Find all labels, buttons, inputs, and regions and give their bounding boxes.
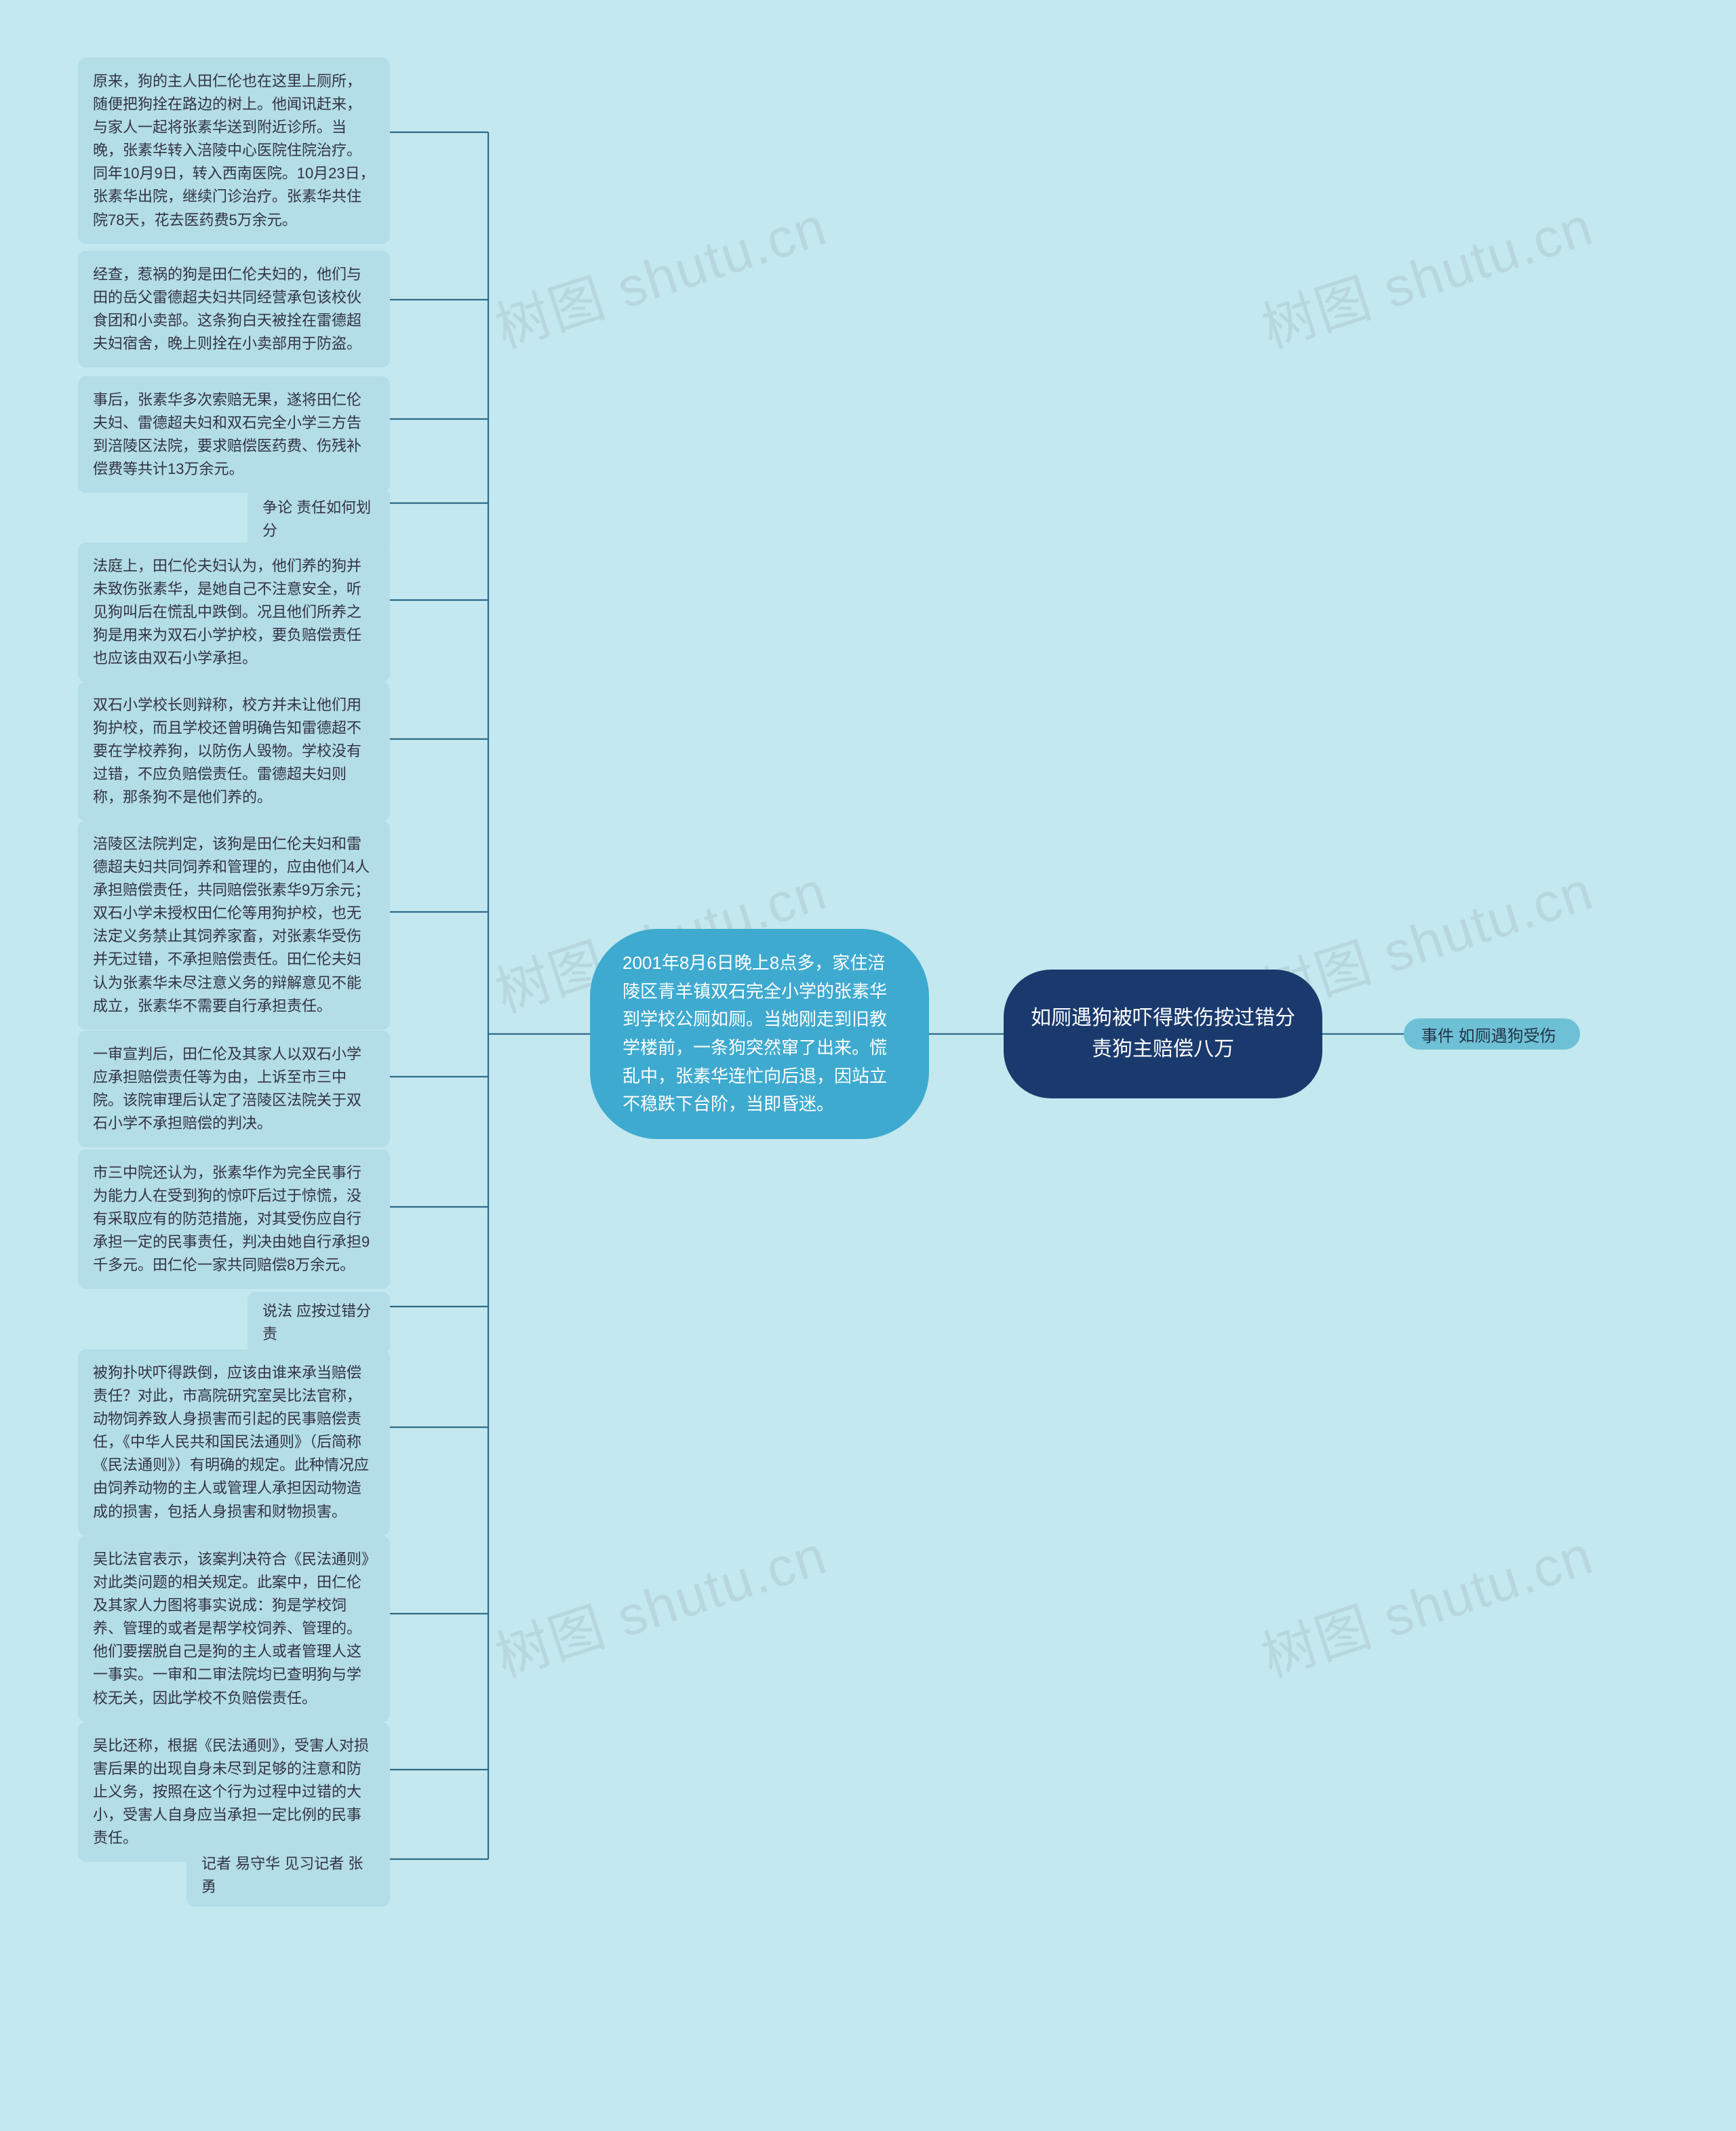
leaf-text: 涪陵区法院判定，该狗是田仁伦夫妇和雷德超夫妇共同饲养和管理的，应由他们4人承担赔… [93,835,370,1014]
right-tag-label: 事件 如厕遇狗受伤 [1421,1022,1556,1046]
leaf-text: 争论 责任如何划分 [262,499,371,539]
watermark: 树图 shutu.cn [1250,182,1602,363]
leaf-text: 事后，张素华多次索赔无果，遂将田仁伦夫妇、雷德超夫妇和双石完全小学三方告到涪陵区… [93,391,361,477]
leaf-node[interactable]: 吴比还称，根据《民法通则》，受害人对损害后果的出现自身未尽到足够的注意和防止义务… [78,1722,390,1862]
leaf-node[interactable]: 法庭上，田仁伦夫妇认为，他们养的狗并未致伤张素华，是她自己不注意安全，听见狗叫后… [78,542,390,682]
leaf-node[interactable]: 市三中院还认为，张素华作为完全民事行为能力人在受到狗的惊吓后过于惊慌，没有采取应… [78,1149,390,1289]
leaf-text: 记者 易守华 见习记者 张勇 [201,1855,363,1895]
leaf-node[interactable]: 一审宣判后，田仁伦及其家人以双石小学应承担赔偿责任等为由，上诉至市三中院。该院审… [78,1031,390,1147]
watermark: 树图 shutu.cn [484,1511,835,1692]
leaf-text: 经查，惹祸的狗是田仁伦夫妇的，他们与田的岳父雷德超夫妇共同经营承包该校伙食团和小… [93,266,361,352]
leaf-node[interactable]: 双石小学校长则辩称，校方并未让他们用狗护校，而且学校还曾明确告知雷德超不要在学校… [78,681,390,821]
leaf-text: 被狗扑吠吓得跌倒，应该由谁来承当赔偿责任？对此，市高院研究室吴比法官称，动物饲养… [93,1364,369,1520]
leaf-text: 市三中院还认为，张素华作为完全民事行为能力人在受到狗的惊吓后过于惊慌，没有采取应… [93,1164,370,1273]
leaf-node[interactable]: 原来，狗的主人田仁伦也在这里上厕所，随便把狗拴在路边的树上。他闻讯赶来，与家人一… [78,58,390,244]
leaf-text: 吴比还称，根据《民法通则》，受害人对损害后果的出现自身未尽到足够的注意和防止义务… [93,1737,369,1846]
leaf-node[interactable]: 争论 责任如何划分 [248,488,390,551]
leaf-node[interactable]: 事后，张素华多次索赔无果，遂将田仁伦夫妇、雷德超夫妇和双石完全小学三方告到涪陵区… [78,376,390,493]
leaf-text: 说法 应按过错分责 [262,1302,371,1342]
main-left-node[interactable]: 2001年8月6日晚上8点多，家住涪陵区青羊镇双石完全小学的张素华到学校公厕如厕… [590,929,929,1139]
leaf-node[interactable]: 涪陵区法院判定，该狗是田仁伦夫妇和雷德超夫妇共同饲养和管理的，应由他们4人承担赔… [78,820,390,1030]
leaf-text: 法庭上，田仁伦夫妇认为，他们养的狗并未致伤张素华，是她自己不注意安全，听见狗叫后… [93,557,361,666]
leaf-node[interactable]: 被狗扑吠吓得跌倒，应该由谁来承当赔偿责任？对此，市高院研究室吴比法官称，动物饲养… [78,1349,390,1536]
root-label: 如厕遇狗被吓得跌伤按过错分责狗主赔偿八万 [1031,1003,1295,1066]
mindmap-canvas: 树图 shutu.cn 树图 shutu.cn 树图 shutu.cn 树图 s… [0,0,1736,2131]
leaf-text: 吴比法官表示，该案判决符合《民法通则》对此类问题的相关规定。此案中，田仁伦及其家… [93,1551,369,1707]
watermark: 树图 shutu.cn [1250,1511,1602,1692]
right-tag-node[interactable]: 事件 如厕遇狗受伤 [1404,1018,1580,1050]
leaf-text: 原来，狗的主人田仁伦也在这里上厕所，随便把狗拴在路边的树上。他闻讯赶来，与家人一… [93,73,375,228]
leaf-text: 一审宣判后，田仁伦及其家人以双石小学应承担赔偿责任等为由，上诉至市三中院。该院审… [93,1045,361,1132]
leaf-node[interactable]: 说法 应按过错分责 [248,1292,390,1354]
leaf-node[interactable]: 记者 易守华 见习记者 张勇 [186,1844,390,1907]
main-left-label: 2001年8月6日晚上8点多，家住涪陵区青羊镇双石完全小学的张素华到学校公厕如厕… [623,949,896,1119]
leaf-node[interactable]: 吴比法官表示，该案判决符合《民法通则》对此类问题的相关规定。此案中，田仁伦及其家… [78,1536,390,1722]
root-node[interactable]: 如厕遇狗被吓得跌伤按过错分责狗主赔偿八万 [1004,970,1322,1098]
leaf-text: 双石小学校长则辩称，校方并未让他们用狗护校，而且学校还曾明确告知雷德超不要在学校… [93,696,361,805]
watermark: 树图 shutu.cn [484,182,835,363]
leaf-node[interactable]: 经查，惹祸的狗是田仁伦夫妇的，他们与田的岳父雷德超夫妇共同经营承包该校伙食团和小… [78,251,390,367]
